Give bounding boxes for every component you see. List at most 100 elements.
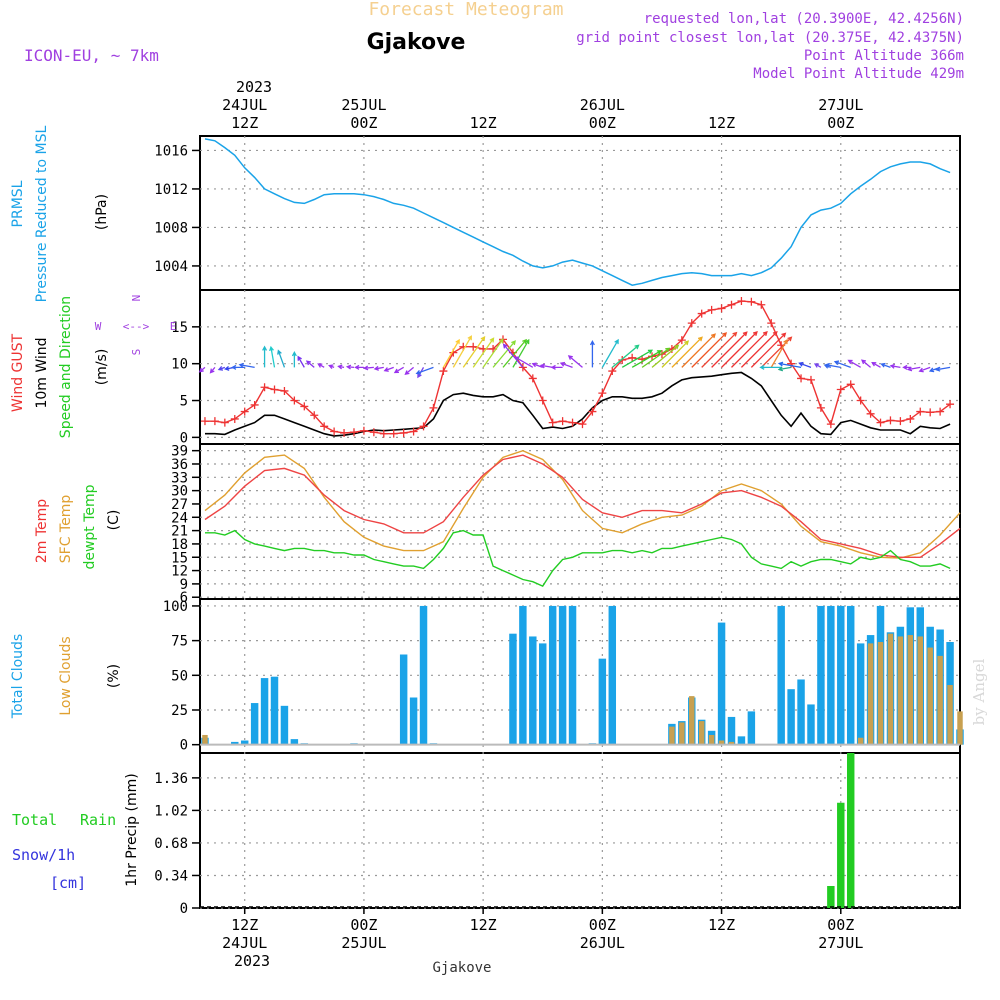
gust-marker — [797, 374, 806, 383]
total-cloud-bar — [787, 689, 795, 745]
top-date-label: 24JUL — [222, 96, 267, 114]
total-cloud-bar — [807, 704, 815, 745]
wind-direction-arrow — [238, 362, 255, 369]
top-date-label: 26JUL — [580, 96, 625, 114]
pressure-tick-label: 1004 — [154, 259, 188, 275]
gust-marker — [757, 300, 766, 309]
rain-bar — [846, 753, 855, 908]
precip-tick-label: 1.36 — [154, 771, 188, 787]
top-hour-label: 00Z — [350, 114, 377, 132]
gust-marker — [598, 389, 607, 398]
wind-direction-arrow — [513, 356, 534, 368]
temp-tick-label: 39 — [171, 444, 188, 460]
precip-label-total: Total — [12, 811, 57, 829]
wind-direction-arrow — [935, 366, 951, 372]
total-cloud-bar — [509, 633, 517, 745]
gust-marker — [419, 422, 428, 431]
gust-marker — [409, 427, 418, 436]
wind-tick-label: 10 — [171, 357, 188, 373]
rain-bar — [827, 885, 835, 908]
pressure-unit: (hPa) — [94, 194, 110, 230]
clouds-label-low: Low Clouds — [58, 636, 74, 715]
gust-marker — [836, 385, 845, 394]
total-cloud-bar — [548, 605, 557, 745]
bottom-hour-label: 12Z — [708, 916, 735, 934]
product-title: Forecast Meteogram — [368, 0, 563, 20]
y-axis-ticks: 1004100810121016051015691215182124273033… — [154, 143, 200, 917]
wind-tick-label: 5 — [180, 394, 188, 410]
gust-marker — [538, 396, 547, 405]
compass-w: W — [95, 320, 102, 333]
temperature-panel — [199, 443, 961, 600]
temp-tick-label: 21 — [171, 524, 188, 540]
total-cloud-bar — [290, 739, 299, 745]
wind-direction-arrow — [269, 345, 276, 368]
bottom-hour-label: 12Z — [231, 916, 258, 934]
low-cloud-bar — [867, 643, 874, 745]
bottom-hour-label: 00Z — [350, 916, 377, 934]
wind-direction-arrow — [721, 331, 758, 368]
clouds-label-total: Total Clouds — [10, 634, 26, 719]
wind-direction-arrow — [415, 366, 434, 375]
clouds-panel — [199, 598, 961, 754]
gust-marker — [389, 429, 398, 438]
wind-direction-arrow — [902, 364, 911, 370]
gust-marker — [210, 417, 219, 426]
gust-marker — [399, 428, 408, 437]
bottom-date-label: 24JUL — [222, 934, 267, 952]
gust-marker — [866, 409, 875, 418]
gust-marker — [528, 374, 537, 383]
gust-marker — [340, 428, 349, 437]
model-label: ICON-EU, ~ 7km — [24, 46, 159, 65]
total-cloud-bar — [747, 711, 756, 745]
wind-direction-arrow — [472, 337, 495, 368]
wind-label-speed-dir: Speed and Direction — [58, 296, 74, 438]
wind-direction-arrow — [317, 363, 325, 368]
clouds-axis-labels: Total Clouds Low Clouds (%) — [10, 634, 122, 719]
wind-direction-arrow — [337, 364, 345, 370]
series-layer — [198, 138, 964, 908]
wind-direction-arrow — [442, 338, 460, 368]
clouds-unit: (%) — [106, 664, 122, 688]
pressure-label-prmsl: PRMSL — [10, 180, 26, 227]
wind-direction-arrow — [531, 362, 543, 368]
gust-marker — [578, 420, 587, 429]
gust-marker — [270, 385, 279, 394]
low-cloud-bar — [937, 655, 943, 745]
temp-tick-label: 33 — [171, 470, 188, 486]
wind-direction-arrow — [291, 351, 297, 368]
total-cloud-bar — [717, 622, 726, 745]
grid-lines — [200, 136, 960, 909]
wind-direction-arrow — [701, 331, 738, 368]
precip-panel — [199, 752, 961, 909]
total-cloud-bar — [519, 605, 527, 745]
wind-direction-arrow — [393, 366, 404, 374]
total-cloud-bar — [827, 605, 835, 745]
gust-marker — [806, 375, 815, 384]
low-cloud-bar — [907, 635, 914, 745]
bottom-date-label: 26JUL — [580, 934, 625, 952]
wind-direction-arrow — [589, 340, 595, 368]
bottom-year-label: 2023 — [234, 952, 270, 970]
wind-unit: (m/s) — [94, 349, 110, 386]
wind-direction-arrow — [512, 338, 530, 368]
total-cloud-bar — [250, 703, 259, 745]
bottom-hour-label: 00Z — [589, 916, 616, 934]
wind-direction-arrow — [601, 338, 619, 368]
gust-marker — [896, 417, 905, 426]
low-cloud-bar — [927, 647, 933, 745]
compass-arrows: <--> — [123, 320, 150, 333]
gust-marker — [290, 396, 299, 405]
clouds-tick-label: 50 — [171, 668, 188, 684]
total-cloud-bar — [231, 741, 239, 745]
precip-label-cm: [cm] — [50, 874, 86, 892]
wind-direction-arrow — [502, 343, 524, 368]
gust-marker — [876, 418, 885, 427]
wind-direction-arrow — [641, 347, 671, 368]
low-cloud-bar — [957, 711, 963, 745]
total-cloud-bar — [280, 705, 289, 745]
gust-marker — [916, 407, 925, 416]
gust-line — [205, 300, 951, 435]
low-cloud-bar — [887, 633, 894, 745]
